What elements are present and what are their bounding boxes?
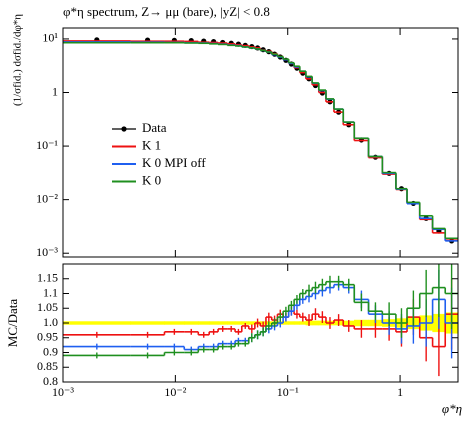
y-tick-label: 1.15	[37, 271, 58, 285]
main-plot	[63, 37, 458, 244]
legend: Data K 1 K 0 MPI off K 0	[112, 120, 206, 187]
y-tick-label: 0.95	[37, 330, 58, 344]
y-tick-label: 0.85	[37, 359, 58, 373]
uncertainty-band	[282, 321, 289, 325]
uncertainty-band	[164, 321, 185, 325]
uncertainty-band	[198, 321, 210, 325]
y-tick-label: 0.8	[43, 374, 58, 388]
y-tick-label: 1.05	[37, 300, 58, 314]
ratio-axis-label: MC/Data	[5, 299, 20, 348]
x-tick-label: 10⁻¹	[277, 385, 299, 399]
y-tick-label: 1	[52, 84, 58, 98]
uncertainty-band	[293, 321, 301, 325]
axes: 10¹110⁻¹10⁻²10⁻³0.80.850.90.951.01.051.1…	[36, 28, 458, 399]
main-frame	[62, 27, 459, 258]
legend-label: Data	[142, 120, 167, 135]
chart-title: φ*η spectrum, Z→ μμ (bare), |yZ| < 0.8	[63, 4, 270, 19]
y-tick-label: 1.0	[43, 315, 58, 329]
x-tick-label: 10⁻³	[52, 385, 74, 399]
uncertainty-band	[234, 321, 243, 325]
uncertainty-band	[208, 321, 219, 325]
y-tick-label: 10⁻³	[36, 245, 58, 259]
legend-label: K 0 MPI off	[142, 155, 206, 170]
uncertainty-band	[184, 321, 199, 325]
legend-label: K 1	[142, 137, 161, 152]
ratio-plot	[63, 264, 458, 377]
x-tick-label: 10⁻²	[164, 385, 186, 399]
y-tick-label: 10⁻¹	[36, 138, 58, 152]
uncertainty-band	[63, 321, 131, 325]
uncertainty-band	[288, 321, 295, 325]
y-tick-label: 10¹	[42, 31, 58, 45]
uncertainty-band	[311, 320, 320, 326]
x-axis-label: φ*η	[442, 401, 462, 416]
uncertainty-band	[227, 321, 236, 325]
legend-label: K 0	[142, 172, 161, 187]
legend-marker	[121, 126, 127, 132]
uncertainty-band	[299, 321, 307, 325]
x-tick-label: 1	[397, 385, 403, 399]
uncertainty-band	[248, 321, 256, 325]
uncertainty-band	[130, 321, 165, 325]
y-axis-label: (1/σfid.) dσfid./dφ*η	[12, 14, 24, 106]
ratio-frame	[62, 263, 459, 383]
y-tick-label: 0.9	[43, 344, 58, 358]
y-tick-label: 1.1	[43, 285, 58, 299]
y-tick-label: 10⁻²	[36, 191, 58, 205]
uncertainty-band	[217, 321, 228, 325]
